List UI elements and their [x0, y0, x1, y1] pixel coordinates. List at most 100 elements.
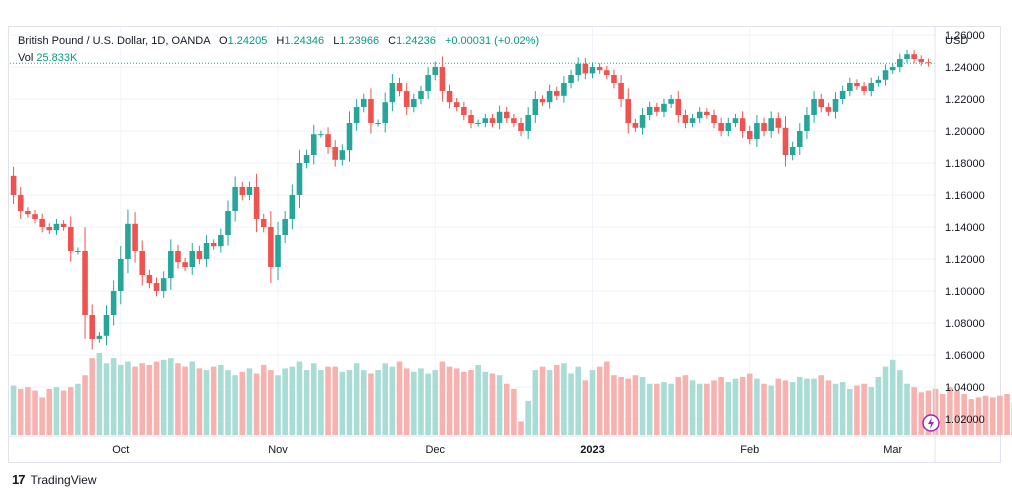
- tradingview-logo-icon[interactable]: 17: [12, 472, 26, 487]
- candle-body: [532, 99, 539, 115]
- candle-body: [818, 99, 825, 107]
- volume-bar: [375, 370, 381, 435]
- candle-body: [196, 251, 203, 259]
- volume-bar: [60, 390, 67, 435]
- volume-bar: [182, 366, 188, 435]
- candle-body: [782, 127, 789, 155]
- candle-body: [17, 195, 24, 211]
- volume-bar: [589, 370, 596, 435]
- volume-bar: [296, 361, 303, 435]
- candle-body: [611, 75, 617, 83]
- candle-body: [239, 187, 246, 195]
- candle-body: [361, 99, 367, 107]
- candle-body: [732, 118, 739, 123]
- footer-brand[interactable]: TradingView: [30, 472, 97, 487]
- legend-high: 1.24346: [284, 35, 325, 47]
- candle-body: [260, 219, 267, 227]
- candle-body: [904, 54, 910, 59]
- candle-body: [668, 99, 674, 104]
- volume-bar: [925, 390, 932, 435]
- volume-bar: [103, 363, 110, 435]
- volume-label: Vol: [18, 52, 34, 64]
- candle-body: [253, 187, 260, 219]
- volume-bar: [282, 368, 288, 435]
- candle-body: [525, 115, 531, 131]
- volume-bar: [153, 361, 160, 435]
- candle-body: [639, 115, 646, 128]
- candle-body: [446, 91, 453, 103]
- volume-bar: [110, 358, 117, 435]
- volume-bar: [725, 382, 732, 435]
- volume-bar: [982, 395, 989, 435]
- volume-bar: [618, 376, 624, 435]
- candle-body: [832, 99, 839, 112]
- volume-bar: [325, 366, 331, 435]
- volume-bar: [804, 378, 810, 435]
- legend-symbol: British Pound / U.S. Dollar, 1D, OANDA: [18, 35, 210, 47]
- y-tick-label: 1.12000: [945, 254, 985, 266]
- x-tick-label: Dec: [425, 444, 445, 456]
- volume-bar: [911, 387, 917, 435]
- volume-bar: [689, 380, 696, 435]
- volume-bar: [939, 394, 946, 435]
- y-tick-label: 1.10000: [945, 286, 985, 298]
- candle-body: [218, 235, 224, 247]
- candle-body: [882, 70, 889, 80]
- volume-bar: [546, 370, 553, 435]
- volume-bar: [704, 383, 710, 435]
- legend-high-label: H: [276, 35, 285, 47]
- candle-body: [682, 115, 689, 123]
- candle-body: [582, 63, 589, 74]
- candle-body: [575, 63, 581, 75]
- lightning-icon[interactable]: [922, 414, 940, 432]
- volume-bar: [739, 376, 746, 435]
- volume-bar: [825, 380, 832, 435]
- volume-bar: [796, 376, 803, 435]
- volume-bar: [561, 363, 567, 435]
- volume-bar: [511, 388, 517, 435]
- volume-bar: [210, 366, 217, 435]
- y-tick-label: 1.04000: [945, 382, 985, 394]
- volume-bar: [611, 375, 617, 435]
- volume-bar: [968, 399, 975, 435]
- volume-bar: [947, 387, 953, 435]
- candle-body: [53, 223, 60, 231]
- volume-bar: [854, 385, 860, 435]
- volume-bar: [775, 378, 782, 435]
- volume-bar: [403, 368, 410, 435]
- volume-bar: [596, 366, 603, 435]
- candle-body: [868, 83, 875, 91]
- candle-body: [125, 223, 131, 259]
- volume-bar: [332, 366, 338, 435]
- candle-body: [461, 107, 467, 115]
- candle-body: [439, 67, 446, 91]
- candle-body: [382, 102, 389, 123]
- candle-body: [604, 70, 610, 75]
- chart-frame: [8, 26, 1001, 463]
- candle-body: [418, 91, 424, 99]
- candle-body: [589, 67, 596, 74]
- volume-bar: [361, 370, 367, 435]
- volume-bar: [811, 378, 817, 435]
- volume-bar: [246, 368, 253, 435]
- volume-bar: [253, 373, 260, 435]
- candle-body: [546, 91, 553, 103]
- candle-body: [353, 107, 360, 123]
- y-tick-label: 1.24000: [945, 62, 985, 74]
- volume-bar: [146, 364, 153, 435]
- volume-bar: [861, 383, 867, 435]
- volume-bar: [1004, 394, 1010, 435]
- y-tick-label: 1.16000: [945, 190, 985, 202]
- volume-bar: [839, 382, 846, 435]
- volume-bar: [961, 394, 967, 435]
- candle-body: [518, 123, 524, 131]
- candle-body: [403, 91, 410, 107]
- volume-bar: [382, 363, 389, 435]
- volume-bar: [682, 375, 689, 435]
- candle-body: [139, 251, 146, 275]
- candle-body: [875, 79, 882, 83]
- candle-body: [289, 195, 296, 219]
- x-tick-label: 2023: [580, 444, 604, 456]
- volume-bar: [604, 361, 610, 435]
